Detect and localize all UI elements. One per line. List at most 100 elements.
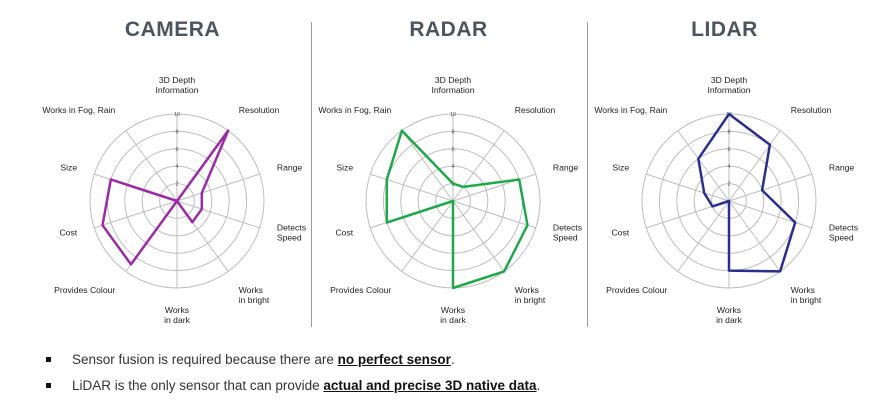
axis-label: Cost <box>59 227 77 237</box>
note-emphasis: no perfect sensor <box>337 352 451 367</box>
axis-label: Resolution <box>239 105 280 115</box>
axis-label: Works in Fog, Rain <box>594 105 667 115</box>
notes-list: Sensor fusion is required because there … <box>44 350 864 402</box>
bullet-icon <box>46 357 51 362</box>
grid-spoke <box>401 200 454 272</box>
axis-label-line: Works <box>717 305 741 315</box>
axis-label: Works in bright <box>239 285 270 305</box>
axis-label: Resolution <box>791 105 832 115</box>
grid-spoke <box>728 200 812 229</box>
radar-panel-radar: RADAR 2 4 6 8 10 3D Depth Information Resolution… <box>306 0 591 335</box>
chart-title: CAMERA <box>124 18 221 41</box>
axis-label-line: Works <box>791 285 815 295</box>
grid-spoke <box>728 130 781 202</box>
axis-label-line: Works <box>165 305 189 315</box>
tick-label: 4 <box>451 164 454 170</box>
tick-label: 4 <box>175 164 178 170</box>
axis-label-line: Information <box>708 85 751 95</box>
grid-spoke <box>728 200 781 272</box>
axis-label-line: Range <box>553 163 579 173</box>
axis-label-line: Works <box>441 305 465 315</box>
axis-label: Works in dark <box>716 305 742 325</box>
radar-panel-camera: CAMERA 2 4 6 8 10 3D Depth Information Resolutio… <box>30 0 315 335</box>
axis-label: 3D Depth Information <box>432 75 475 95</box>
divider-2 <box>587 22 588 327</box>
axis-label: 3D Depth Information <box>156 75 199 95</box>
axis-label-line: Information <box>432 85 475 95</box>
axis-label-line: in bright <box>239 295 270 305</box>
tick-label: 6 <box>727 147 730 153</box>
grid-spoke <box>646 173 730 202</box>
axis-label-line: in dark <box>440 315 466 325</box>
axis-label-line: 3D Depth <box>711 75 748 85</box>
tick-label: 2 <box>727 182 730 188</box>
series-line <box>101 129 230 266</box>
axis-label-line: Detects <box>553 222 582 232</box>
axis-label: Cost <box>335 227 353 237</box>
tick-label: 10 <box>174 112 180 118</box>
axis-label-line: Speed <box>277 232 302 242</box>
divider-1 <box>311 22 312 327</box>
axis-label: Size <box>60 163 77 173</box>
chart-title: RADAR <box>409 18 488 41</box>
axis-label: Size <box>612 163 629 173</box>
note-text: Sensor fusion is required because there … <box>72 352 338 367</box>
series-line <box>697 112 797 273</box>
tick-label: 6 <box>451 147 454 153</box>
axis-label: Resolution <box>515 105 556 115</box>
grid-spoke <box>370 173 454 202</box>
axis-label: Detects Speed <box>277 222 306 242</box>
grid-spoke <box>452 130 505 202</box>
tick-label: 8 <box>451 129 454 135</box>
axis-label-line: Speed <box>829 232 854 242</box>
axis-label-line: Detects <box>829 222 858 232</box>
axis-label: Cost <box>611 227 629 237</box>
axis-label-line: in dark <box>164 315 190 325</box>
axis-label-line: in bright <box>515 295 546 305</box>
note-text: LiDAR is the only sensor that can provid… <box>72 378 324 393</box>
note-item: LiDAR is the only sensor that can provid… <box>44 376 864 402</box>
grid-spoke <box>677 130 730 202</box>
axis-label: Works in bright <box>515 285 546 305</box>
note-item: Sensor fusion is required because there … <box>44 350 864 376</box>
tick-label: 8 <box>727 129 730 135</box>
axis-label: Works in Fog, Rain <box>318 105 391 115</box>
axis-label-line: Size <box>60 163 77 173</box>
axis-label: Works in Fog, Rain <box>42 105 115 115</box>
axis-label-line: Works in Fog, Rain <box>594 105 667 115</box>
axis-label: Provides Colour <box>330 285 391 295</box>
grid-spoke <box>452 200 505 272</box>
chart-title: LIDAR <box>691 18 758 41</box>
tick-label: 8 <box>175 129 178 135</box>
axis-label-line: Cost <box>611 227 629 237</box>
grid-spoke <box>401 130 454 202</box>
series-line <box>385 129 529 290</box>
axis-label: Works in bright <box>791 285 822 305</box>
axis-label-line: Provides Colour <box>54 285 115 295</box>
note-end: . <box>536 378 541 393</box>
axis-label: Range <box>829 163 855 173</box>
grid-spoke <box>94 200 178 229</box>
axis-label: Works in dark <box>440 305 466 325</box>
axis-label-line: Range <box>277 163 303 173</box>
axis-label-line: Works <box>515 285 539 295</box>
axis-label: Size <box>336 163 353 173</box>
axis-label-line: Detects <box>277 222 306 232</box>
grid-spoke <box>452 173 536 202</box>
tick-label: 6 <box>175 147 178 153</box>
axis-label-line: Provides Colour <box>606 285 667 295</box>
axis-label-line: Works <box>239 285 263 295</box>
grid-spoke <box>176 200 260 229</box>
grid-spoke <box>452 200 536 229</box>
grid-spoke <box>677 200 730 272</box>
axis-label-line: Resolution <box>515 105 556 115</box>
axis-label: Detects Speed <box>829 222 858 242</box>
axis-label: Detects Speed <box>553 222 582 242</box>
axis-label-line: Provides Colour <box>330 285 391 295</box>
axis-label: Range <box>277 163 303 173</box>
bullet-icon <box>46 383 51 388</box>
axis-label: Provides Colour <box>54 285 115 295</box>
axis-label-line: Cost <box>59 227 77 237</box>
note-end: . <box>450 352 455 367</box>
